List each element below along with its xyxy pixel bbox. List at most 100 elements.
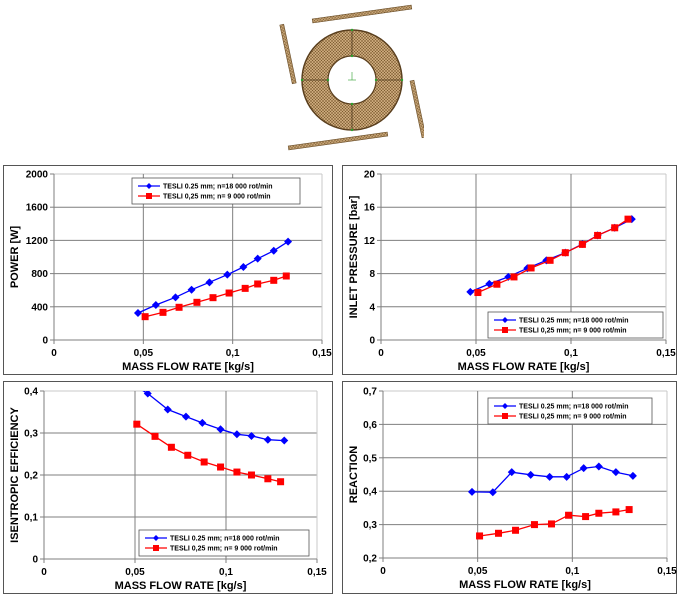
nozzle-right (409, 79, 424, 139)
y-tick-label: 0,2 (363, 554, 377, 565)
data-point-square (184, 451, 192, 459)
x-tick-label: 0 (41, 567, 47, 578)
y-tick-label: 0,4 (24, 387, 38, 398)
legend-marker-square (502, 327, 508, 333)
legend-marker-diamond (146, 183, 152, 189)
y-axis-label: INLET PRESSURE [bar] (348, 195, 360, 318)
nozzle-top (311, 4, 413, 24)
data-point-diamond (163, 405, 172, 414)
chart-reaction-frame: 0,2 0,3 0,4 0,5 0,6 0,7 0 0,05 0,1 0,15 MASS FLOW … (342, 381, 677, 594)
legend-label: TESLI 0.25 mm; n=18 000 rot/min (163, 184, 273, 191)
y-tick-label: 400 (31, 302, 48, 313)
series-line-9000 (477, 218, 629, 294)
chart-reaction: 0,2 0,3 0,4 0,5 0,6 0,7 0 0,05 0,1 0,15 MASS FLOW … (348, 387, 677, 592)
chart-isentropic-efficiency: 0 0,1 0,2 0,3 0,4 0 0,05 0,1 0,15 MASS FLOW RATE … (9, 382, 327, 593)
legend-label: TESLI 0,25 mm; n= 9 000 rot/min (519, 328, 627, 335)
chart-power: 0 400 800 1200 1600 2000 0 0,05 0,1 0,15 MASS FLOW… (9, 170, 332, 374)
legend-box (487, 397, 653, 425)
data-point-square (548, 520, 556, 528)
legend-marker-diamond (153, 535, 159, 541)
data-point-diamond (151, 300, 160, 309)
data-point-square (151, 432, 159, 440)
chart-isentropic-efficiency-frame: 0 0,1 0,2 0,3 0,4 0 0,05 0,1 0,15 MASS FLOW RATE … (3, 381, 333, 594)
legend: TESLI 0.25 mm; n=18 000 rot/min TESLI 0,2… (487, 397, 653, 425)
data-point-square (277, 478, 285, 486)
data-point-diamond (545, 472, 554, 481)
y-tick-label: 1600 (26, 203, 49, 214)
data-point-diamond (263, 435, 272, 444)
y-tick-label: 4 (369, 302, 375, 313)
data-point-diamond (488, 488, 497, 497)
data-point-diamond (232, 430, 241, 439)
y-tick-label: 0,6 (363, 420, 377, 431)
x-tick-label: 0,1 (219, 567, 233, 578)
chart-inlet-pressure: 0 4 8 12 16 20 0 0,05 0,1 0,15 MASS FLOW RATE [kg/… (348, 170, 676, 374)
legend-label: TESLI 0,25 mm; n= 9 000 rot/min (163, 194, 271, 201)
y-tick-label: 0,3 (24, 429, 38, 440)
y-axis-label: REACTION (348, 446, 360, 504)
data-point-diamond (269, 246, 278, 255)
data-point-square (625, 506, 633, 514)
legend-marker-square (153, 545, 159, 551)
y-tick-label: 8 (369, 269, 375, 280)
y-tick-label: 0,7 (363, 387, 377, 398)
data-point-diamond (485, 279, 494, 288)
data-point-square (594, 231, 602, 239)
data-point-diamond (280, 436, 289, 445)
data-point-diamond (507, 468, 516, 477)
data-point-diamond (126, 382, 134, 387)
data-point-diamond (594, 462, 603, 471)
data-point-diamond (171, 293, 180, 302)
legend-box (138, 529, 310, 557)
x-tick-label: 0,1 (226, 348, 240, 359)
data-point-square (209, 294, 217, 302)
y-tick-label: 0,4 (363, 487, 377, 498)
data-point-diamond (198, 418, 207, 427)
chart-power-frame: 0 400 800 1200 1600 2000 0 0,05 0,1 0,15 MASS FLOW… (3, 165, 333, 375)
x-axis-label: MASS FLOW RATE [kg/s] (458, 361, 590, 373)
series-line-18000 (142, 391, 285, 442)
data-point-diamond (284, 237, 293, 246)
legend-marker-diamond (502, 317, 508, 323)
y-axis-label: POWER [W] (9, 226, 21, 289)
data-point-square (530, 521, 538, 529)
data-point-square (493, 280, 501, 288)
data-point-square (270, 276, 278, 284)
data-point-square (624, 215, 632, 223)
y-tick-label: 16 (364, 203, 376, 214)
plot-area (133, 237, 293, 321)
legend-marker-diamond (502, 403, 508, 409)
data-point-square (527, 264, 535, 272)
data-point-diamond (466, 287, 475, 296)
x-tick-label: 0,05 (125, 567, 145, 578)
x-tick-label: 0,1 (565, 566, 579, 577)
data-point-diamond (205, 278, 214, 287)
x-tick-label: 0,05 (134, 348, 154, 359)
y-tick-label: 1200 (26, 236, 49, 247)
data-point-square (282, 272, 290, 280)
data-point-square (561, 249, 569, 257)
data-point-square (193, 298, 201, 306)
data-point-diamond (467, 487, 476, 496)
legend: TESLI 0.25 mm; n=18 000 rot/min TESLI 0,2… (131, 177, 301, 205)
data-point-square (225, 289, 233, 297)
series-line-9000 (479, 508, 630, 537)
x-axis-label: MASS FLOW RATE [kg/s] (459, 579, 591, 591)
y-tick-label: 20 (364, 170, 376, 181)
legend-marker-square (146, 193, 152, 199)
data-point-square (200, 458, 208, 466)
data-point-square (217, 463, 225, 471)
data-point-square (476, 532, 484, 540)
y-tick-label: 0 (32, 555, 38, 566)
series-line-9000 (144, 275, 287, 318)
series-line-9000 (136, 423, 281, 483)
data-point-square (141, 313, 149, 321)
data-point-square (494, 529, 502, 537)
legend: TESLI 0.25 mm; n=18 000 rot/min TESLI 0,2… (487, 311, 664, 339)
x-tick-label: 0 (378, 348, 384, 359)
x-axis-label: MASS FLOW RATE [kg/s] (122, 361, 254, 373)
legend-label: TESLI 0.25 mm; n=18 000 rot/min (519, 404, 629, 411)
series-line-18000 (471, 465, 634, 493)
data-point-square (474, 289, 482, 297)
legend-marker-square (502, 413, 508, 419)
